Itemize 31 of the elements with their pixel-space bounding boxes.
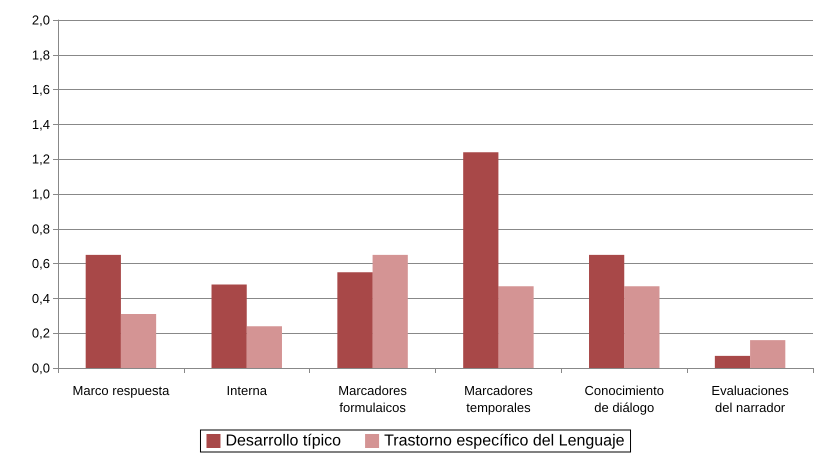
bar — [212, 284, 247, 368]
x-tick-label: Evaluaciones del narrador — [711, 383, 790, 415]
y-tick-label: 2,0 — [32, 12, 50, 28]
x-tick-label: Marco respuesta — [72, 383, 170, 398]
y-tick-label: 1,0 — [32, 186, 50, 202]
bar — [120, 314, 156, 368]
x-tick-label: Marcadores temporales — [464, 383, 534, 415]
y-tick-label: 0,2 — [32, 326, 50, 341]
y-tick-label: 0,4 — [32, 290, 50, 306]
bar — [714, 356, 750, 368]
x-tick-label: Marcadores formulaicos — [338, 383, 408, 415]
legend-label: Trastorno específico del Lenguaje — [384, 432, 625, 450]
y-tick-label: 1,8 — [32, 47, 50, 62]
y-tick-label: 0,0 — [32, 360, 50, 376]
y-tick-label: 1,2 — [32, 152, 50, 167]
bar — [463, 152, 498, 368]
y-tick-label: 0,8 — [32, 221, 50, 236]
legend-label: Desarrollo típico — [225, 432, 342, 450]
bar — [589, 254, 624, 368]
bar — [246, 326, 282, 368]
y-tick-label: 0,6 — [32, 256, 50, 272]
bar — [86, 254, 121, 368]
x-tick-label: Interna — [226, 383, 268, 398]
bar — [498, 286, 534, 368]
x-tick-label: Conocimiento de diálogo — [584, 383, 664, 415]
bar — [750, 340, 786, 368]
bar — [337, 272, 373, 368]
y-tick-label: 1,4 — [32, 116, 50, 132]
bar — [372, 254, 408, 368]
bar — [624, 286, 660, 368]
y-tick-label: 1,6 — [32, 82, 50, 98]
